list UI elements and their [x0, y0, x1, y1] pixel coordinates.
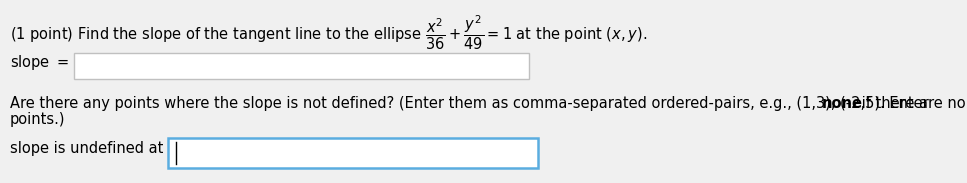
- Text: slope $=$: slope $=$: [10, 53, 69, 72]
- Text: (1 point) Find the slope of the tangent line to the ellipse $\dfrac{x^2}{36} + \: (1 point) Find the slope of the tangent …: [10, 14, 647, 52]
- Text: if there are no such: if there are no such: [857, 96, 967, 111]
- Text: none: none: [822, 96, 863, 111]
- FancyBboxPatch shape: [168, 138, 538, 168]
- Text: points.): points.): [10, 112, 66, 127]
- Text: Are there any points where the slope is not defined? (Enter them as comma-separa: Are there any points where the slope is …: [10, 96, 933, 111]
- FancyBboxPatch shape: [74, 53, 529, 79]
- Text: slope is undefined at: slope is undefined at: [10, 141, 168, 156]
